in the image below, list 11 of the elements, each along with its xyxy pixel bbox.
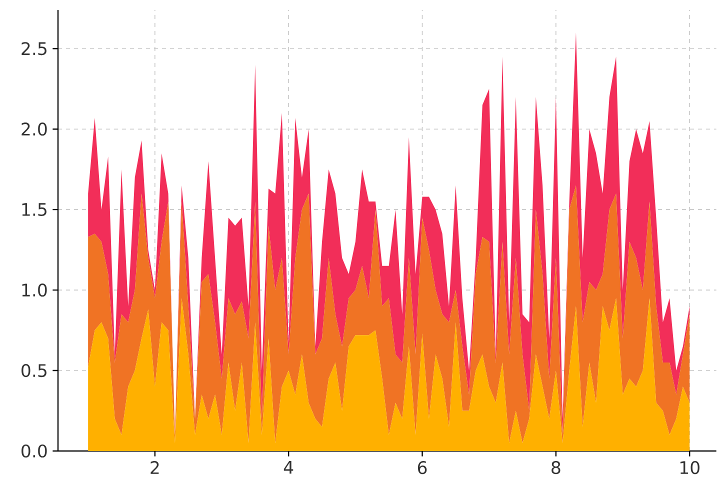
y-tick-label: 1.5	[22, 203, 46, 216]
x-tick-label: 8	[552, 461, 560, 474]
x-tick-label: 2	[150, 461, 159, 474]
y-tick-label: 2.5	[22, 42, 46, 56]
x-tick-label: 6	[418, 461, 427, 474]
x-tick-label: 10	[680, 461, 700, 474]
y-tick-label: 0.5	[22, 364, 46, 378]
y-tick-label: 0.0	[22, 444, 47, 458]
y-tick-label: 1.0	[22, 284, 47, 297]
y-tick-label: 2.0	[22, 122, 47, 136]
x-tick-label: 4	[284, 461, 294, 474]
